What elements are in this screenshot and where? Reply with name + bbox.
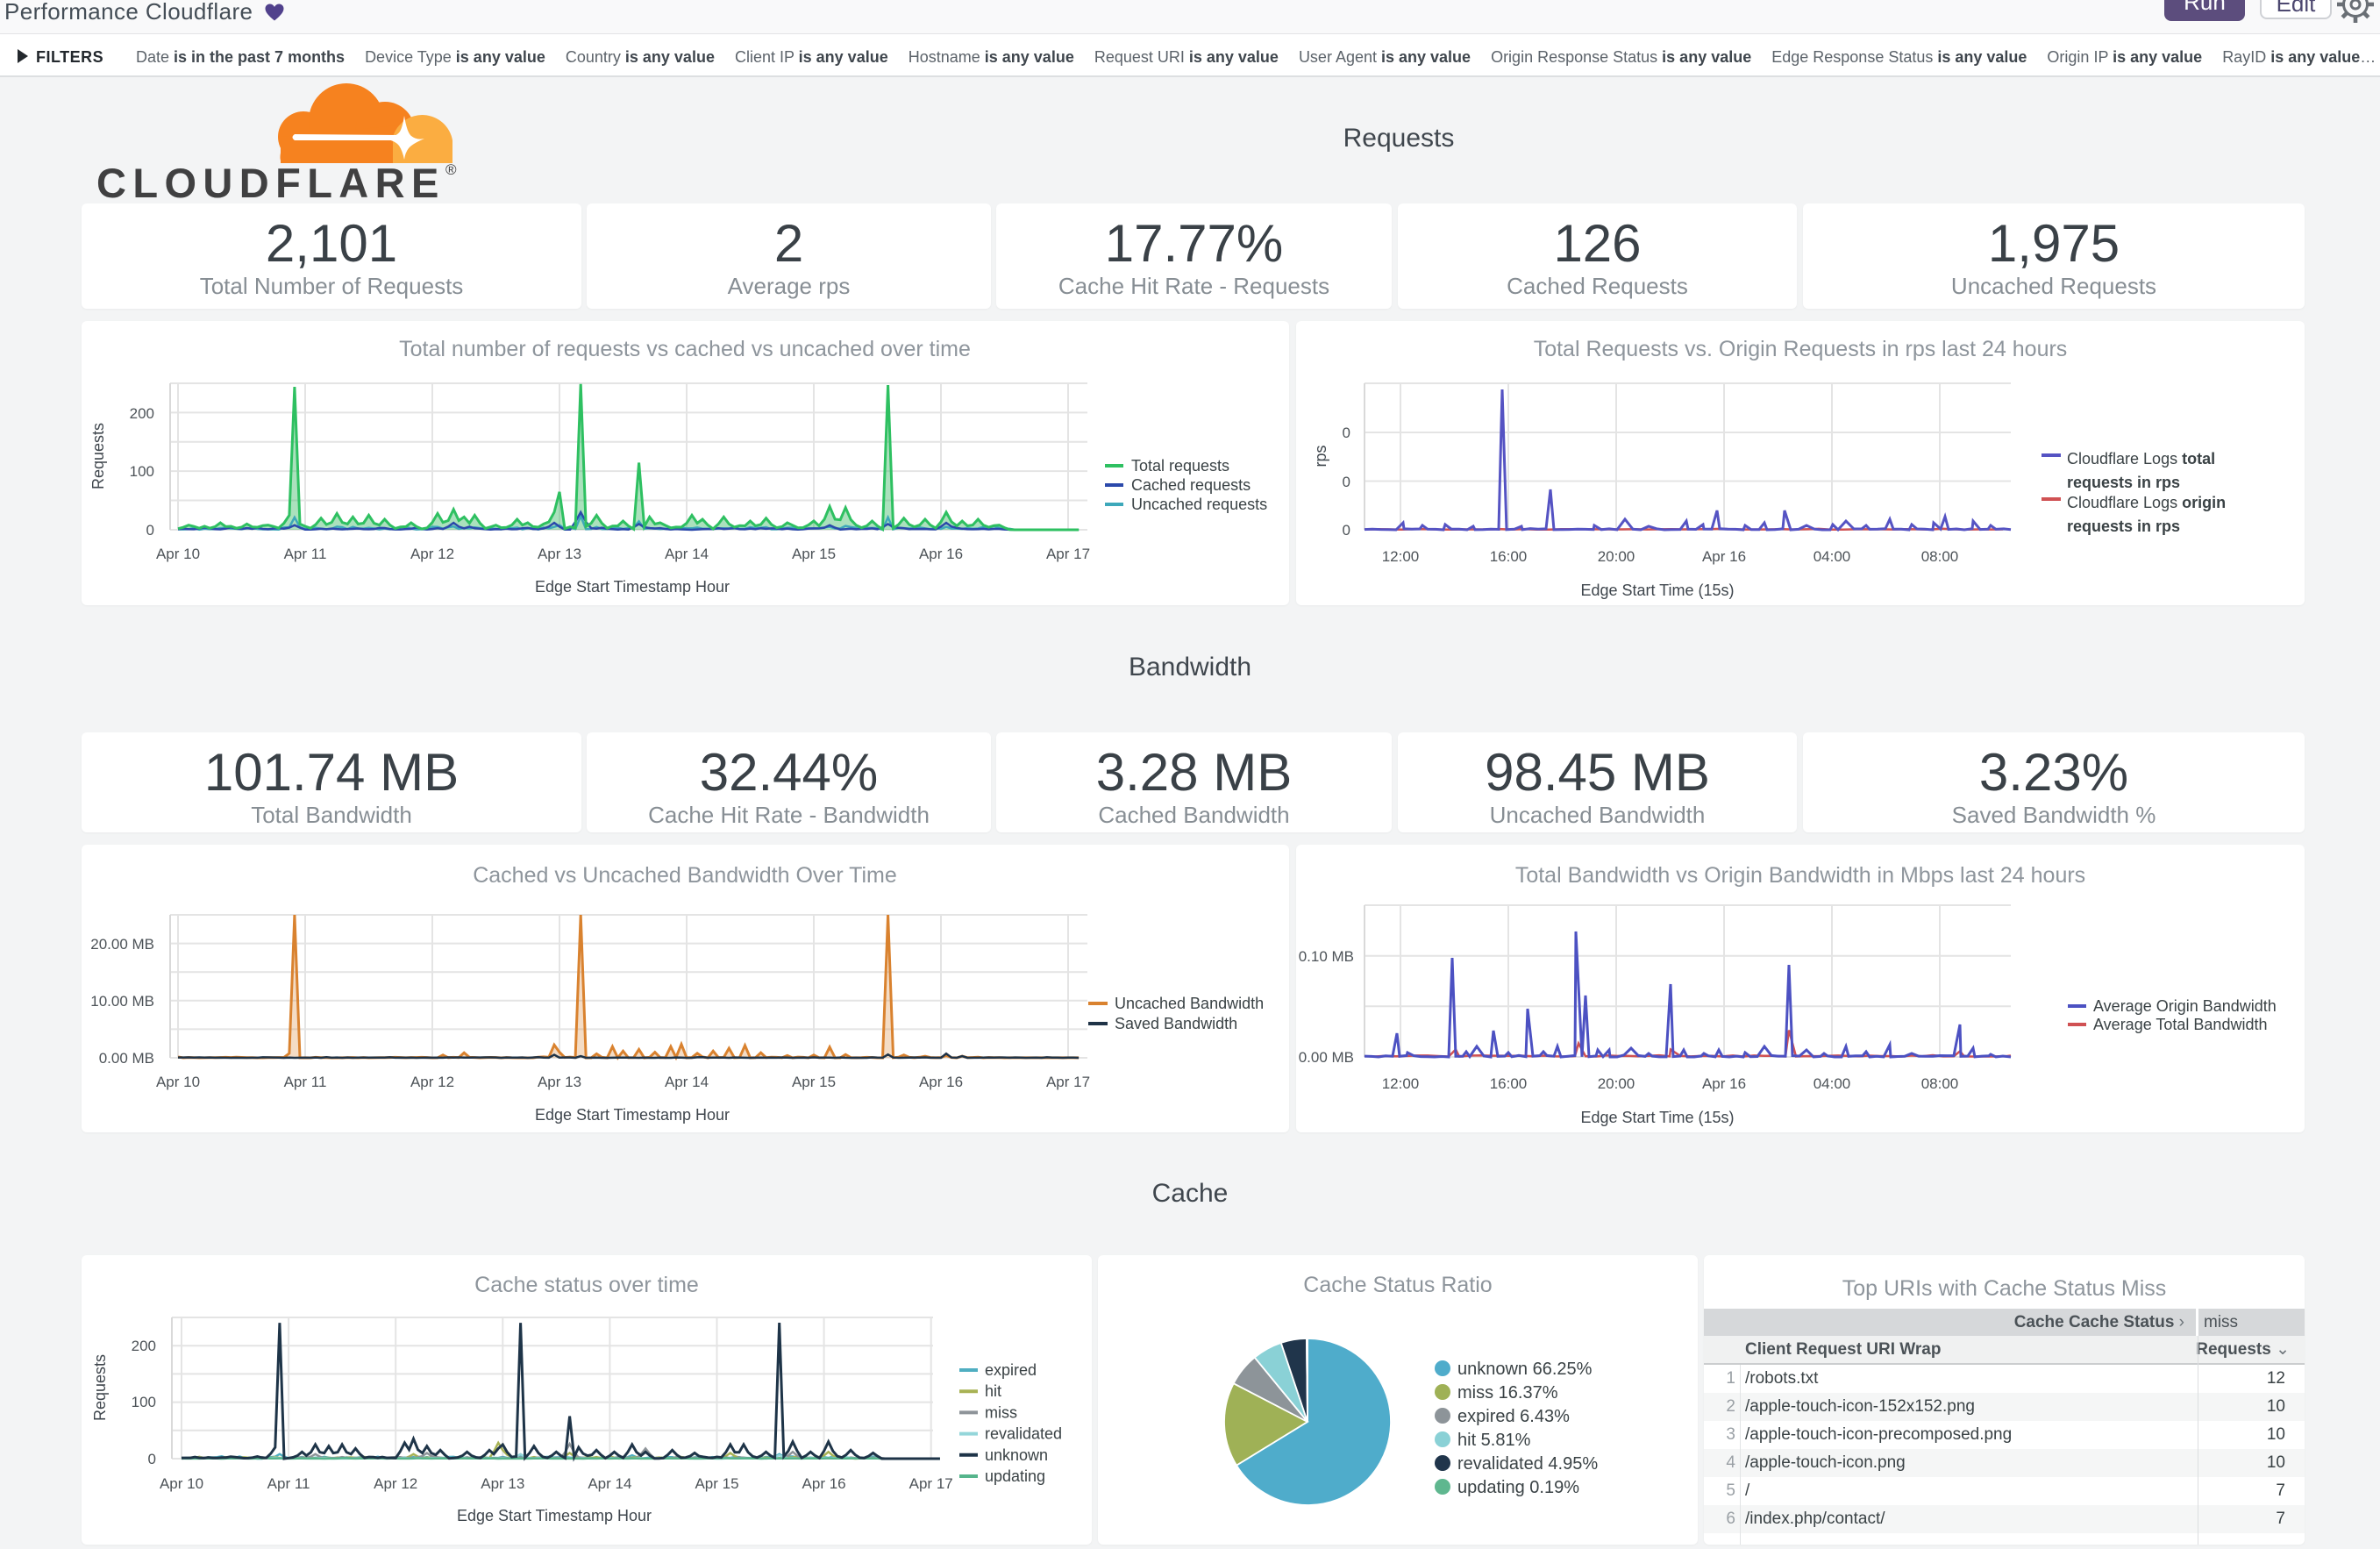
- svg-text:Apr 14: Apr 14: [665, 1074, 709, 1090]
- svg-text:Total Requests vs. Origin Requ: Total Requests vs. Origin Requests in rp…: [1534, 337, 2068, 361]
- svg-text:0.00 MB: 0.00 MB: [99, 1050, 154, 1067]
- svg-text:Cached vs Uncached Bandwidth O: Cached vs Uncached Bandwidth Over Time: [473, 863, 897, 888]
- svg-text:Edge Start Timestamp Hour: Edge Start Timestamp Hour: [535, 578, 730, 596]
- svg-text:Edge Start Timestamp Hour: Edge Start Timestamp Hour: [457, 1507, 652, 1524]
- svg-text:Uncached Bandwidth: Uncached Bandwidth: [1115, 995, 1264, 1012]
- svg-text:Cache Status Ratio: Cache Status Ratio: [1303, 1273, 1492, 1297]
- svg-text:04:00: 04:00: [1814, 1075, 1851, 1092]
- svg-text:Total requests: Total requests: [1131, 457, 1229, 475]
- svg-text:expired: expired: [985, 1361, 1037, 1379]
- svg-text:Cached requests: Cached requests: [1131, 476, 1251, 494]
- svg-text:Requests: Requests: [91, 1354, 109, 1421]
- svg-text:Cloudflare Logs origin: Cloudflare Logs origin: [2067, 494, 2226, 511]
- svg-text:Apr 16: Apr 16: [1702, 1075, 1746, 1092]
- svg-text:Requests: Requests: [89, 423, 107, 489]
- svg-text:Saved Bandwidth: Saved Bandwidth: [1115, 1015, 1237, 1032]
- svg-text:Total number of requests vs ca: Total number of requests vs cached vs un…: [399, 337, 971, 361]
- svg-text:Apr 11: Apr 11: [284, 546, 327, 562]
- svg-text:miss 16.37%: miss 16.37%: [1457, 1383, 1558, 1403]
- svg-text:200: 200: [130, 405, 154, 422]
- svg-text:04:00: 04:00: [1814, 548, 1851, 565]
- svg-text:0: 0: [1343, 522, 1350, 539]
- svg-text:08:00: 08:00: [1921, 548, 1959, 565]
- svg-text:requests in rps: requests in rps: [2067, 474, 2180, 491]
- svg-text:20:00: 20:00: [1598, 548, 1635, 565]
- svg-text:Apr 12: Apr 12: [374, 1475, 417, 1492]
- svg-text:Apr 17: Apr 17: [909, 1475, 953, 1492]
- svg-text:hit: hit: [985, 1382, 1001, 1400]
- svg-text:Apr 11: Apr 11: [284, 1074, 327, 1090]
- svg-text:Total Bandwidth vs Origin Band: Total Bandwidth vs Origin Bandwidth in M…: [1515, 863, 2085, 888]
- svg-text:Apr 13: Apr 13: [481, 1475, 524, 1492]
- svg-text:revalidated: revalidated: [985, 1425, 1062, 1443]
- svg-text:requests in rps: requests in rps: [2067, 518, 2180, 535]
- svg-text:Apr 15: Apr 15: [792, 1074, 836, 1090]
- svg-text:Apr 16: Apr 16: [919, 546, 963, 562]
- svg-text:updating 0.19%: updating 0.19%: [1457, 1478, 1579, 1497]
- svg-text:Apr 17: Apr 17: [1046, 546, 1090, 562]
- svg-text:expired 6.43%: expired 6.43%: [1457, 1407, 1570, 1426]
- svg-text:Apr 13: Apr 13: [538, 1074, 581, 1090]
- svg-text:Apr 10: Apr 10: [156, 546, 200, 562]
- svg-text:0: 0: [146, 522, 154, 539]
- svg-text:0.10 MB: 0.10 MB: [1299, 948, 1354, 965]
- svg-text:Apr 10: Apr 10: [156, 1074, 200, 1090]
- svg-text:100: 100: [130, 463, 154, 480]
- svg-text:unknown 66.25%: unknown 66.25%: [1457, 1360, 1593, 1379]
- svg-text:100: 100: [132, 1394, 156, 1410]
- svg-text:Average Total Bandwidth: Average Total Bandwidth: [2093, 1016, 2267, 1033]
- svg-text:0.00 MB: 0.00 MB: [1299, 1049, 1354, 1066]
- svg-text:20.00 MB: 20.00 MB: [90, 936, 154, 953]
- svg-text:200: 200: [132, 1338, 156, 1354]
- svg-text:CLOUDFLARE: CLOUDFLARE: [96, 160, 445, 200]
- svg-text:Apr 13: Apr 13: [538, 546, 581, 562]
- svg-text:Apr 15: Apr 15: [695, 1475, 738, 1492]
- svg-text:16:00: 16:00: [1490, 1075, 1528, 1092]
- svg-text:Apr 10: Apr 10: [160, 1475, 203, 1492]
- svg-text:Apr 12: Apr 12: [410, 1074, 454, 1090]
- svg-text:®: ®: [445, 161, 457, 178]
- svg-text:16:00: 16:00: [1490, 548, 1528, 565]
- svg-text:miss: miss: [985, 1403, 1017, 1421]
- svg-text:12:00: 12:00: [1382, 1075, 1420, 1092]
- svg-text:08:00: 08:00: [1921, 1075, 1959, 1092]
- svg-text:Apr 12: Apr 12: [410, 546, 454, 562]
- svg-text:Uncached requests: Uncached requests: [1131, 496, 1267, 513]
- svg-text:Edge Start Time (15s): Edge Start Time (15s): [1580, 1109, 1734, 1126]
- svg-text:Cache status over time: Cache status over time: [474, 1273, 699, 1297]
- svg-text:unknown: unknown: [985, 1446, 1048, 1464]
- svg-text:updating: updating: [985, 1467, 1045, 1485]
- svg-text:Apr 16: Apr 16: [919, 1074, 963, 1090]
- svg-text:Apr 11: Apr 11: [267, 1475, 310, 1492]
- svg-text:Apr 17: Apr 17: [1046, 1074, 1090, 1090]
- svg-text:Apr 14: Apr 14: [665, 546, 709, 562]
- svg-text:0: 0: [1343, 474, 1350, 490]
- svg-text:hit 5.81%: hit 5.81%: [1457, 1431, 1531, 1450]
- svg-text:0: 0: [148, 1451, 156, 1467]
- svg-text:Apr 15: Apr 15: [792, 546, 836, 562]
- svg-text:Edge Start Timestamp Hour: Edge Start Timestamp Hour: [535, 1106, 730, 1124]
- svg-text:Edge Start Time (15s): Edge Start Time (15s): [1580, 582, 1734, 599]
- svg-text:0: 0: [1343, 425, 1350, 441]
- svg-text:Apr 14: Apr 14: [588, 1475, 631, 1492]
- svg-text:rps: rps: [1312, 445, 1329, 467]
- svg-text:Apr 16: Apr 16: [1702, 548, 1746, 565]
- svg-text:Apr 16: Apr 16: [802, 1475, 846, 1492]
- svg-text:Average Origin Bandwidth: Average Origin Bandwidth: [2093, 997, 2277, 1015]
- svg-text:12:00: 12:00: [1382, 548, 1420, 565]
- svg-text:Cloudflare Logs total: Cloudflare Logs total: [2067, 450, 2215, 468]
- svg-text:20:00: 20:00: [1598, 1075, 1635, 1092]
- svg-text:10.00 MB: 10.00 MB: [90, 993, 154, 1010]
- svg-text:revalidated 4.95%: revalidated 4.95%: [1457, 1454, 1598, 1474]
